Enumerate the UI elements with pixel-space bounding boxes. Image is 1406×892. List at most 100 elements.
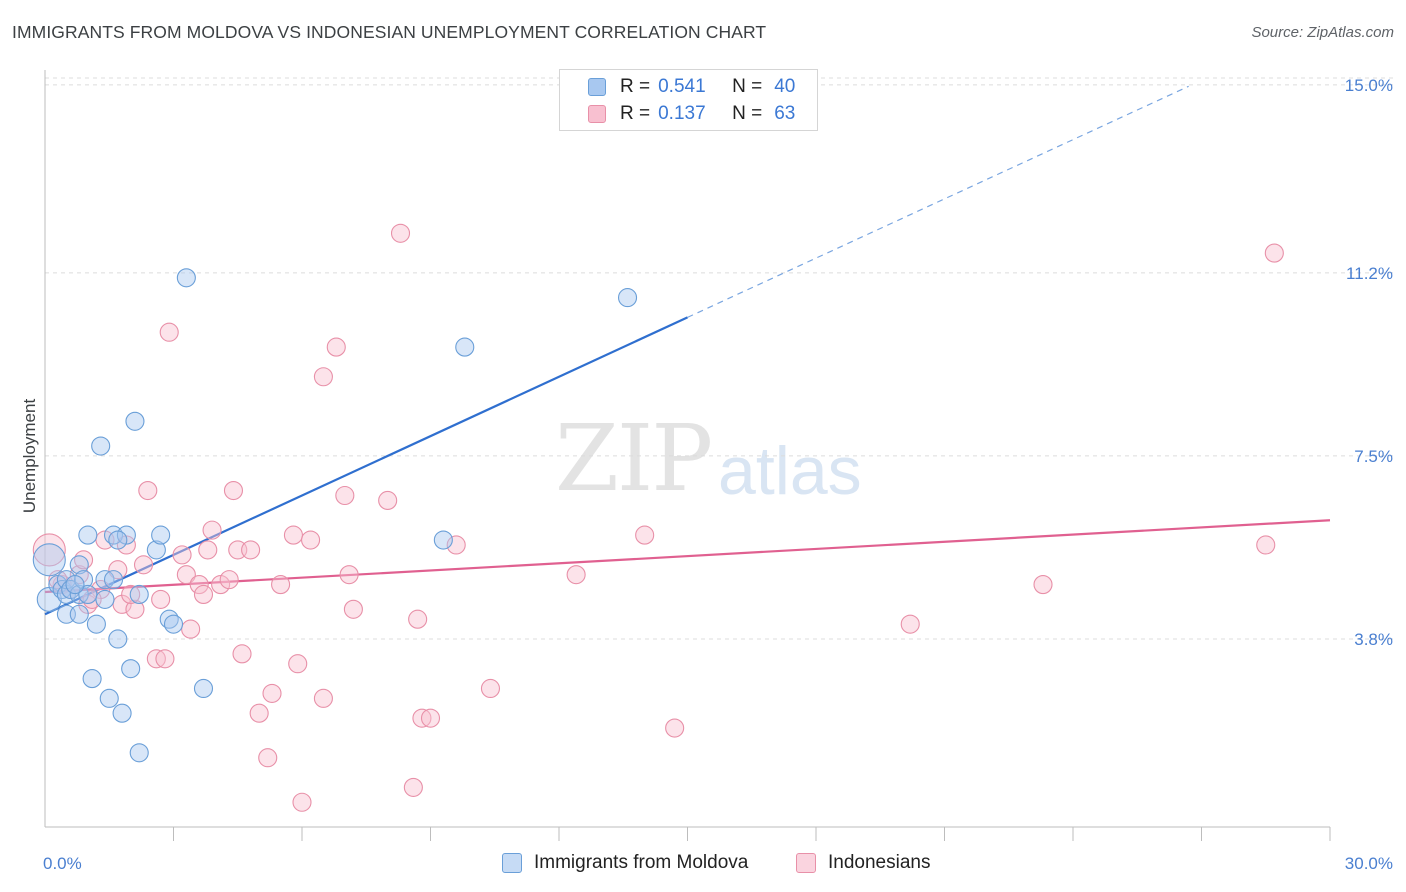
point-indonesians (202, 520, 222, 540)
point-moldova (129, 584, 149, 605)
point-indonesians (189, 575, 209, 595)
point-moldova (176, 268, 196, 288)
point-moldova (129, 743, 149, 763)
point-indonesians (176, 565, 196, 585)
point-indonesians (108, 560, 128, 580)
point-indonesians (258, 748, 278, 768)
point-moldova (69, 604, 89, 624)
point-moldova (103, 570, 124, 590)
point-indonesians (223, 481, 244, 501)
point-moldova (125, 411, 145, 431)
point-indonesians (138, 481, 158, 501)
point-indonesians (566, 565, 586, 585)
point-indonesians (125, 599, 145, 619)
point-indonesians (172, 545, 192, 565)
point-indonesians (283, 525, 303, 545)
point-moldova (617, 288, 638, 308)
series-legend-moldova[interactable]: Immigrants from Moldova (502, 852, 748, 874)
tick-labels: 3.8% 7.5% 11.2% 15.0% 0.0% 30.0% (43, 76, 1393, 873)
point-indonesians (1033, 575, 1053, 595)
legend-swatch-indonesians (588, 105, 606, 123)
watermark-atlas: atlas (718, 433, 862, 509)
point-indonesians (262, 683, 282, 703)
point-indonesians (665, 718, 685, 738)
point-moldova (112, 703, 132, 723)
legend-r-value: 0.541 (658, 76, 706, 97)
point-moldova (455, 337, 475, 357)
point-indonesians (326, 337, 346, 357)
legend-r-value: 0.137 (658, 103, 706, 124)
point-indonesians (133, 555, 154, 575)
series-swatch-moldova (502, 853, 522, 873)
x-tick-label: 0.0% (43, 854, 82, 873)
point-moldova (108, 629, 128, 649)
axes (44, 70, 1331, 841)
point-moldova (146, 540, 166, 560)
point-moldova (193, 678, 214, 699)
chart-title: IMMIGRANTS FROM MOLDOVA VS INDONESIAN UN… (12, 22, 767, 42)
trend-line-indonesians (44, 519, 1331, 594)
legend-n-value: 63 (774, 103, 796, 124)
point-indonesians (378, 490, 398, 511)
series-label-moldova: Immigrants from Moldova (534, 852, 749, 873)
point-moldova (69, 555, 89, 575)
point-moldova (86, 614, 106, 634)
point-indonesians (301, 530, 321, 550)
watermark-zip: ZIP (555, 405, 713, 512)
y-tick-label: 3.8% (1354, 630, 1393, 649)
y-axis-label: Unemployment (20, 399, 39, 514)
point-indonesians (232, 644, 252, 664)
point-indonesians (181, 619, 201, 639)
point-indonesians (313, 367, 333, 387)
point-indonesians (241, 540, 261, 560)
legend-r-label: R = (620, 103, 651, 124)
data-points (32, 223, 1284, 812)
point-indonesians (408, 609, 428, 629)
legend-n-label: N = (732, 103, 763, 124)
point-indonesians (343, 599, 363, 619)
point-indonesians (313, 688, 333, 708)
point-indonesians (32, 533, 66, 567)
y-tick-label: 15.0% (1345, 76, 1393, 95)
point-moldova (151, 525, 171, 545)
point-indonesians (420, 708, 441, 728)
point-moldova (99, 688, 119, 708)
point-moldova (78, 525, 98, 545)
point-indonesians (271, 575, 291, 595)
point-indonesians (1256, 535, 1276, 555)
point-moldova (32, 543, 66, 577)
point-moldova (82, 669, 102, 689)
point-indonesians (339, 565, 359, 585)
point-indonesians (219, 570, 239, 590)
point-indonesians (198, 540, 218, 560)
series-legend-indonesians[interactable]: Indonesians (796, 852, 930, 874)
legend-row-moldova: R = 0.541 N = 40 (588, 74, 795, 100)
point-indonesians (635, 525, 655, 545)
legend-n-value: 40 (774, 76, 796, 97)
point-moldova (433, 530, 453, 550)
point-indonesians (1264, 243, 1284, 263)
point-indonesians (151, 589, 171, 609)
x-tick-label: 30.0% (1345, 854, 1393, 873)
y-tick-label: 7.5% (1354, 447, 1393, 466)
point-indonesians (249, 703, 269, 723)
point-indonesians (292, 792, 312, 812)
point-moldova (95, 589, 115, 609)
point-moldova (108, 530, 128, 550)
series-legend: Immigrants from Moldova Indonesians (0, 852, 1406, 878)
legend-swatch-moldova (588, 78, 606, 96)
point-indonesians (480, 678, 501, 699)
source-credit: Source: ZipAtlas.com (1251, 24, 1394, 41)
point-indonesians (446, 535, 466, 555)
legend-row-indonesians: R = 0.137 N = 63 (588, 101, 795, 127)
point-moldova (91, 436, 111, 456)
series-label-indonesians: Indonesians (828, 852, 931, 873)
point-indonesians (900, 614, 920, 634)
series-swatch-indonesians (796, 853, 816, 873)
y-tick-label: 11.2% (1346, 264, 1393, 283)
point-indonesians (335, 485, 355, 506)
legend-r-label: R = (620, 76, 651, 97)
trend-lines (44, 85, 1331, 616)
point-indonesians (159, 322, 179, 342)
